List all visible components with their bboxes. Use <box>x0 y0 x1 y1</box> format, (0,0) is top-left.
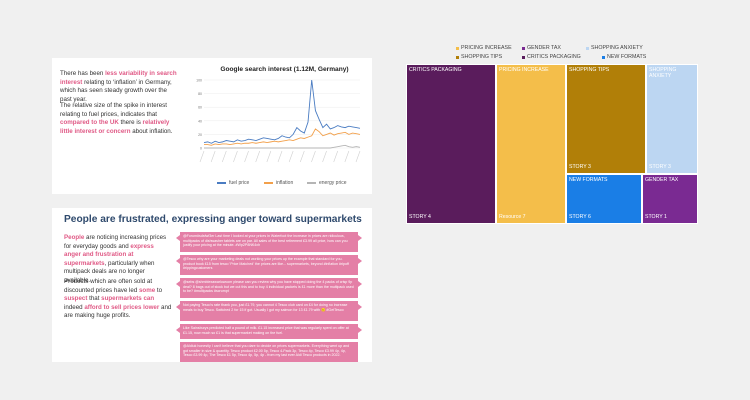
y-tick-label: 40 <box>198 119 202 123</box>
legend-fuel-price: fuel price <box>217 180 249 186</box>
legend-swatch <box>522 55 525 59</box>
tile-gender-tax[interactable]: GENDER TAX STORY 1 <box>642 174 698 224</box>
tweet-bubble: @sebs @shmblexawarlowcom please can you … <box>176 278 362 298</box>
search-paragraph-2: The relative size of the spike in intere… <box>60 102 173 135</box>
topic-treemap: PRICING INCREASE GENDER TAX SHOPPING ANX… <box>398 40 700 224</box>
legend-pricing-increase: PRICING INCREASE <box>456 45 512 51</box>
x-tick-mark <box>311 150 316 163</box>
y-tick-label: 20 <box>198 133 202 137</box>
search-interest-chart: 100 80 60 40 20 0 <box>196 79 361 163</box>
frustration-card: People are frustrated, expressing anger … <box>52 208 372 362</box>
x-tick-mark <box>199 150 205 163</box>
legend-swatch <box>602 55 605 59</box>
legend-swatch <box>522 46 525 50</box>
x-tick-mark <box>255 150 260 163</box>
legend-swatch <box>456 46 459 50</box>
tweet-bubble: @Forum#sdsfwf3er Last time I looked at y… <box>176 232 362 252</box>
y-tick-label: 60 <box>198 106 202 110</box>
tweet-bubble: Not paying Tesco's rate thank you, just … <box>176 301 362 321</box>
tile-new-formats[interactable]: NEW FORMATS STORY 6 <box>566 174 642 224</box>
tile-critics-packaging[interactable]: CRITICS PACKAGING STORY 4 <box>406 64 496 224</box>
legend-new-formats: NEW FORMATS <box>602 54 646 60</box>
series-line-inflation <box>204 128 361 146</box>
legend-swatch <box>217 182 226 184</box>
y-tick-label: 80 <box>198 92 202 96</box>
y-tick-label: 100 <box>196 79 202 83</box>
legend-swatch <box>307 182 316 184</box>
legend-swatch <box>586 46 589 50</box>
frustration-paragraph-1: People are noticing increasing prices fo… <box>64 234 167 284</box>
tile-shopping-anxiety[interactable]: SHOPPING ANXIETY STORY 3 <box>646 64 698 174</box>
legend-gender-tax: GENDER TAX <box>522 45 561 51</box>
y-tick-label: 0 <box>200 147 202 151</box>
tile-shopping-tips[interactable]: SHOPPING TIPS STORY 3 <box>566 64 646 174</box>
x-tick-mark <box>333 150 338 163</box>
legend-shopping-anxiety: SHOPPING ANXIETY <box>586 45 643 51</box>
x-tick-mark <box>266 150 272 163</box>
x-tick-mark <box>355 150 361 163</box>
frustration-title: People are frustrated, expressing anger … <box>64 214 362 225</box>
x-tick-mark <box>222 150 227 163</box>
frustration-paragraph-2: Products which are often sold at discoun… <box>64 278 172 320</box>
x-tick-mark <box>322 150 327 163</box>
legend-inflation: inflation <box>264 180 293 186</box>
search-interest-card: There has been less variability in searc… <box>52 58 372 194</box>
legend-critics-packaging: CRITICS PACKAGING <box>522 54 581 60</box>
tweet-bubble: @Aldiuk honestly I can't believe that yo… <box>180 342 358 362</box>
legend-energy-price: energy price <box>307 180 347 186</box>
chart-title: Google search interest (1.12M, Germany) <box>220 66 349 73</box>
x-tick-mark <box>210 150 216 163</box>
x-tick-mark <box>244 150 249 163</box>
series-line-fuel-price <box>203 79 361 144</box>
search-paragraph-1: There has been less variability in searc… <box>60 70 177 103</box>
x-tick-mark <box>288 150 294 163</box>
legend-swatch <box>264 182 273 184</box>
x-tick-mark <box>300 150 305 163</box>
x-tick-mark <box>233 150 238 163</box>
series-line-energy-price <box>204 144 361 149</box>
legend-shopping-tips: SHOPPING TIPS <box>456 54 502 60</box>
x-tick-mark <box>344 150 350 163</box>
tweet-bubble: @Tesco why are your marketing deals not … <box>176 255 362 275</box>
tile-pricing-increase[interactable]: PRICING INCREASE Resource 7 <box>496 64 566 224</box>
tweet-bubble: Like Sainsburys predicted half a pound o… <box>176 324 362 339</box>
x-tick-mark <box>277 150 283 163</box>
legend-swatch <box>456 55 459 59</box>
